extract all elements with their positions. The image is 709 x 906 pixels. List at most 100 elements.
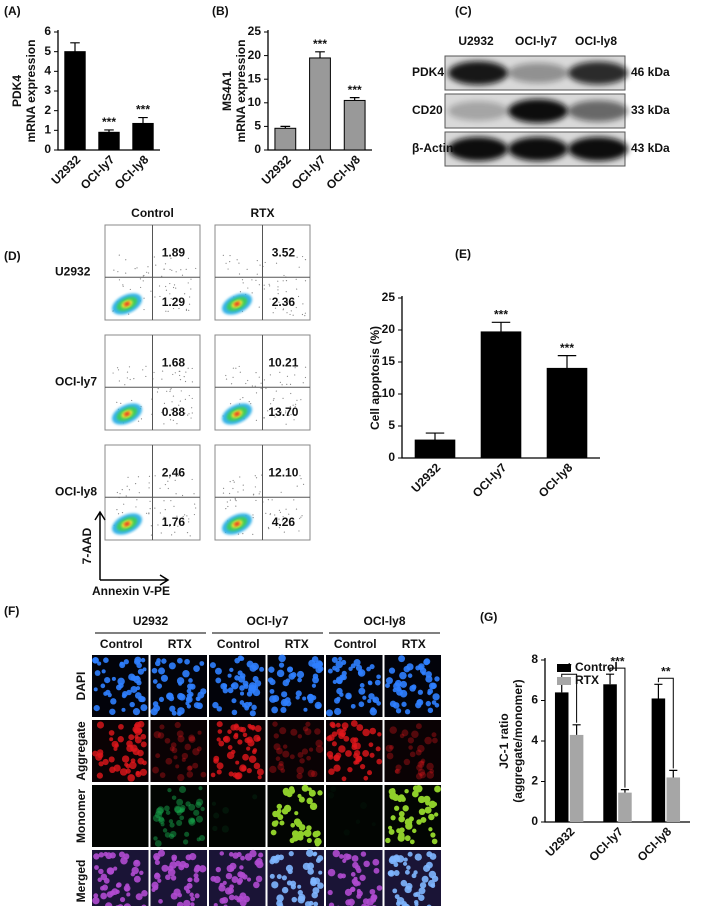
cell xyxy=(98,852,105,858)
event-dot xyxy=(255,392,258,394)
cell xyxy=(216,706,223,712)
event-dot xyxy=(181,494,184,497)
cell xyxy=(94,865,99,870)
cell xyxy=(278,760,284,767)
event-dot xyxy=(232,376,234,378)
cell xyxy=(225,872,233,880)
cell xyxy=(360,802,367,809)
event-dot xyxy=(296,399,298,401)
cell xyxy=(195,815,203,823)
event-dot xyxy=(277,293,279,295)
cell xyxy=(247,739,255,747)
cell xyxy=(411,730,419,738)
cell xyxy=(390,788,396,793)
cell xyxy=(393,854,400,861)
event-dot xyxy=(165,407,167,409)
event-dot xyxy=(255,419,257,421)
event-dot xyxy=(295,508,298,510)
cell xyxy=(293,818,301,826)
cell xyxy=(185,695,193,703)
x-tick-label: OCI-ly7 xyxy=(78,152,118,192)
event-dot xyxy=(251,292,253,294)
cell xyxy=(427,879,436,888)
cell xyxy=(434,676,440,682)
cell xyxy=(317,790,323,796)
event-dot xyxy=(176,423,178,425)
cell xyxy=(93,853,100,860)
cell xyxy=(109,737,114,742)
cell xyxy=(417,795,426,804)
cell xyxy=(376,885,383,891)
event-dot xyxy=(263,284,265,286)
event-dot xyxy=(247,287,249,289)
event-dot xyxy=(159,512,161,514)
cell xyxy=(345,750,352,757)
y-tick-label: 6 xyxy=(44,24,51,38)
event-dot xyxy=(279,371,281,373)
event-dot xyxy=(175,271,177,273)
cell xyxy=(278,854,284,861)
cell xyxy=(130,758,136,764)
event-dot xyxy=(259,491,261,493)
event-dot xyxy=(117,271,119,273)
cell xyxy=(328,754,334,760)
event-dot xyxy=(140,418,143,420)
cell xyxy=(419,882,427,889)
cell xyxy=(280,768,286,773)
cell xyxy=(175,764,180,769)
event-dot xyxy=(230,383,233,385)
cell xyxy=(192,748,200,756)
event-dot xyxy=(163,516,165,518)
cell xyxy=(418,887,426,895)
cell xyxy=(130,686,138,693)
cell xyxy=(387,825,393,830)
event-dot xyxy=(161,370,164,372)
y-tick-label: 15 xyxy=(382,354,396,368)
cell xyxy=(210,772,216,778)
cell xyxy=(243,683,249,689)
cell xyxy=(327,868,336,877)
event-dot xyxy=(293,419,295,421)
cell xyxy=(417,663,425,670)
event-dot xyxy=(267,499,269,501)
event-dot xyxy=(188,413,190,415)
event-dot xyxy=(282,516,284,518)
event-dot xyxy=(181,517,183,519)
cell xyxy=(369,664,375,670)
event-dot xyxy=(300,478,302,480)
cell xyxy=(119,662,126,669)
cell xyxy=(176,711,182,716)
event-dot xyxy=(186,515,188,517)
event-dot xyxy=(232,367,235,369)
cell xyxy=(418,894,425,902)
cell xyxy=(121,707,126,712)
event-dot xyxy=(189,296,191,298)
density xyxy=(234,411,240,417)
cell xyxy=(421,875,429,883)
event-dot xyxy=(161,411,163,414)
cell xyxy=(232,852,239,859)
event-dot xyxy=(288,524,291,526)
event-dot xyxy=(274,514,276,516)
cell xyxy=(228,771,234,777)
cell xyxy=(165,874,171,881)
event-dot xyxy=(153,256,155,258)
event-dot xyxy=(149,500,151,502)
cell xyxy=(389,792,397,800)
error-bar xyxy=(620,789,630,793)
event-dot xyxy=(288,513,290,515)
cell xyxy=(200,771,207,778)
event-dot xyxy=(113,269,115,271)
cell xyxy=(403,758,411,766)
cell xyxy=(350,663,356,669)
cell xyxy=(408,745,413,750)
protein-label: CD20 xyxy=(412,103,443,117)
cell xyxy=(190,902,195,906)
cell xyxy=(302,696,307,701)
cell xyxy=(331,741,337,747)
cell xyxy=(297,677,302,683)
cell xyxy=(93,704,100,712)
panel-label: (A) xyxy=(4,4,21,18)
y-tick-label: 20 xyxy=(248,48,262,62)
cell xyxy=(216,721,223,728)
